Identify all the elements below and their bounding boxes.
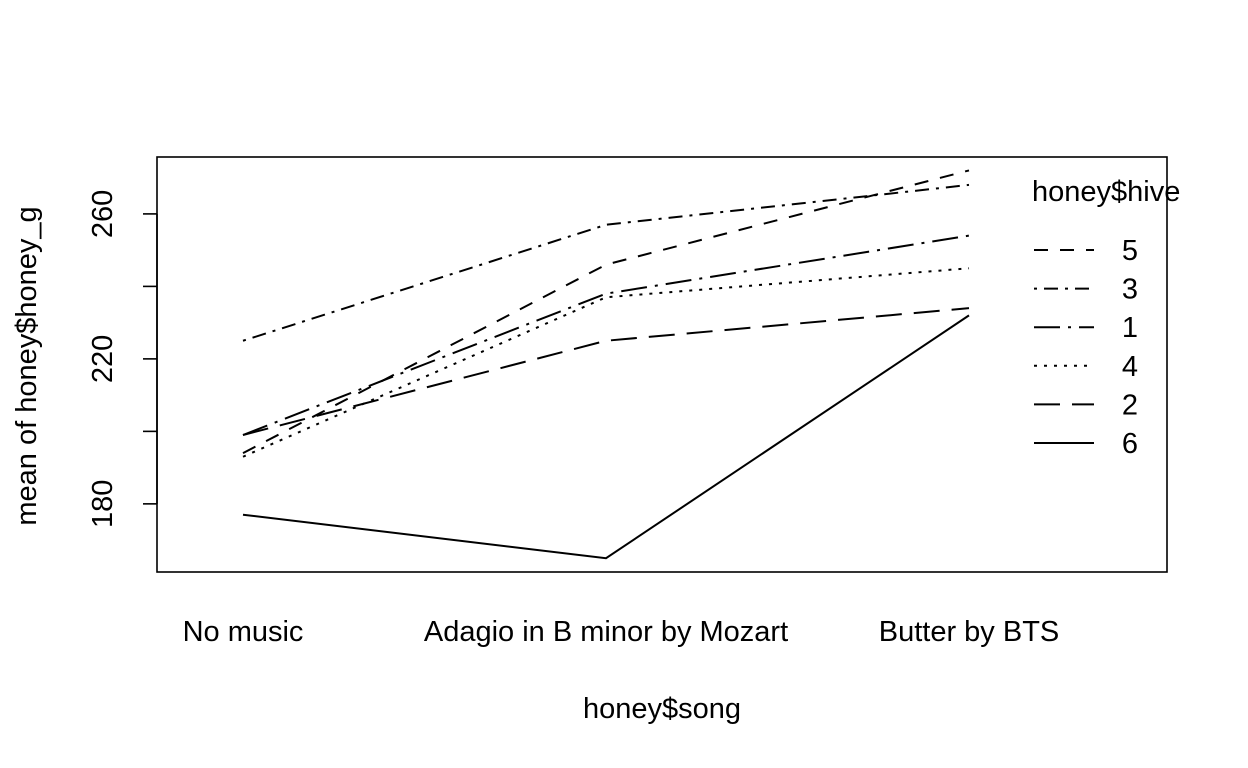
legend-entry-label: 2: [1122, 389, 1138, 421]
series-line-5: [242, 169, 970, 455]
legend-title: honey$hive: [1032, 176, 1180, 208]
series-line-4: [242, 267, 970, 458]
legend-entry-label: 4: [1122, 351, 1138, 383]
series-line-2: [242, 307, 970, 436]
y-tick-label: 220: [87, 335, 119, 383]
legend-entry-label: 1: [1122, 312, 1138, 344]
x-tick-label: Butter by BTS: [879, 616, 1060, 648]
x-tick-label: No music: [183, 616, 304, 648]
legend-entry-label: 5: [1122, 235, 1138, 267]
series-line-1: [242, 234, 970, 436]
legend-entry-label: 6: [1122, 428, 1138, 460]
y-tick-label: 260: [87, 190, 119, 238]
y-axis-label: mean of honey$honey_g: [11, 206, 43, 525]
x-tick-label: Adagio in B minor by Mozart: [424, 616, 788, 648]
y-axis-ticks: 180 220 260: [87, 190, 157, 528]
x-axis-label: honey$song: [583, 693, 741, 725]
y-tick-label: 180: [87, 480, 119, 528]
legend: honey$hive 5 3 1 4 2 6: [1032, 176, 1180, 460]
x-axis-ticks: No music Adagio in B minor by Mozart Butte…: [183, 616, 1060, 648]
series-line-6: [242, 314, 970, 560]
series-lines: [242, 169, 970, 560]
legend-entry-label: 3: [1122, 274, 1138, 306]
plot-frame: [156, 156, 1168, 573]
